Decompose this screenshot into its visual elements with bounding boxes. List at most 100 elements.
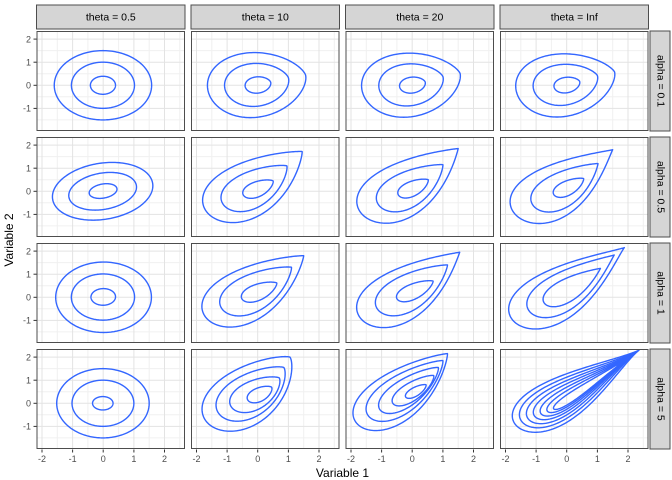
panel-alpha-0.1-theta-20 bbox=[345, 31, 494, 131]
panel-border bbox=[500, 31, 649, 131]
contour-line bbox=[89, 75, 117, 95]
x-tick-label: -1 bbox=[532, 454, 540, 464]
facet-strip-label-alpha-1: alpha = 1 bbox=[655, 271, 667, 315]
panel-border bbox=[345, 137, 494, 237]
x-tick-label: -1 bbox=[378, 454, 386, 464]
contour-line bbox=[374, 264, 449, 317]
contour-line bbox=[526, 254, 615, 319]
contour-line bbox=[228, 376, 281, 414]
contour-line bbox=[365, 359, 444, 423]
facet-strip-label-alpha-0.1: alpha = 0.1 bbox=[655, 55, 667, 107]
contour-line bbox=[242, 179, 274, 200]
y-tick-label: -1 bbox=[23, 104, 31, 114]
x-tick-label: 0 bbox=[564, 454, 569, 464]
contour-line bbox=[91, 395, 114, 411]
facet-strip-alpha-1 bbox=[649, 242, 671, 344]
facet-strip-label-theta-0.5: theta = 0.5 bbox=[86, 12, 136, 24]
axis-ticks: -2 -1 0 1 2 -2 -1 0 1 2 -2 -1 0 1 2 -2 -1 0 1 2 2 1 0 -1 2 1 0 -1 2 1… bbox=[23, 34, 631, 464]
contour-line bbox=[240, 281, 278, 303]
facet-strip-label-alpha-0.5: alpha = 0.5 bbox=[655, 161, 667, 213]
panel-border bbox=[500, 137, 649, 237]
x-tick-label: -1 bbox=[69, 454, 77, 464]
facet-strip-theta-10 bbox=[190, 4, 340, 30]
contour-line bbox=[223, 62, 290, 108]
facet-strip-label-theta-inf: theta = Inf bbox=[551, 12, 598, 24]
panel-border bbox=[191, 349, 340, 449]
panel-grid bbox=[36, 31, 649, 449]
x-tick-label: -2 bbox=[192, 454, 200, 464]
contour-line bbox=[88, 182, 118, 200]
panel-border bbox=[36, 243, 185, 343]
y-tick-label: 1 bbox=[26, 375, 31, 385]
contour-line bbox=[352, 352, 449, 432]
panel-background bbox=[345, 243, 494, 343]
contour-line bbox=[404, 383, 427, 400]
y-tick-label: 2 bbox=[26, 352, 31, 362]
panel-background bbox=[500, 137, 649, 237]
contour-line bbox=[391, 374, 435, 407]
facet-strip-alpha-5 bbox=[649, 348, 671, 450]
facet-strip-theta-20 bbox=[345, 4, 495, 30]
facet-strip-label-alpha-5: alpha = 5 bbox=[655, 377, 667, 421]
contour-line bbox=[201, 355, 293, 432]
contour-line bbox=[397, 178, 429, 199]
y-tick-label: 1 bbox=[26, 57, 31, 67]
panel-background bbox=[36, 31, 185, 131]
facet-strip-label-theta-10: theta = 10 bbox=[242, 12, 289, 24]
panel-border bbox=[500, 243, 649, 343]
y-tick-label: 2 bbox=[26, 140, 31, 150]
contour-line bbox=[378, 63, 444, 107]
y-tick-label: -1 bbox=[23, 422, 31, 432]
contour-line bbox=[51, 161, 154, 221]
facet-row-strips: alpha = 0.1 alpha = 0.5 alpha = 1 alpha … bbox=[649, 30, 671, 450]
contour-line bbox=[70, 273, 136, 321]
panel-alpha-1-theta-Inf bbox=[500, 243, 649, 343]
x-tick-label: -2 bbox=[347, 454, 355, 464]
x-tick-label: 2 bbox=[162, 454, 167, 464]
contour-line bbox=[68, 171, 138, 211]
panel-alpha-0.5-theta-Inf bbox=[500, 137, 649, 237]
y-tick-label: 0 bbox=[26, 81, 31, 91]
contour-line bbox=[511, 349, 640, 433]
y-tick-label: 0 bbox=[26, 187, 31, 197]
facet-strip-alpha-0.5 bbox=[649, 136, 671, 238]
panel-background bbox=[191, 137, 340, 237]
contour-line bbox=[395, 280, 434, 303]
x-tick-label: 2 bbox=[625, 454, 630, 464]
y-tick-label: 0 bbox=[26, 293, 31, 303]
x-tick-label: 0 bbox=[410, 454, 415, 464]
contour-line bbox=[355, 251, 461, 329]
panel-border bbox=[345, 243, 494, 343]
x-tick-label: -2 bbox=[501, 454, 509, 464]
x-tick-label: 1 bbox=[595, 454, 600, 464]
panel-alpha-0.1-theta-0.5 bbox=[36, 31, 185, 131]
x-tick-label: 1 bbox=[286, 454, 291, 464]
x-tick-label: 2 bbox=[316, 454, 321, 464]
contour-line bbox=[55, 261, 153, 334]
panel-border bbox=[500, 349, 649, 449]
panel-alpha-1-theta-10 bbox=[191, 243, 340, 343]
contour-line bbox=[201, 254, 305, 328]
panel-alpha-0.5-theta-20 bbox=[345, 137, 494, 237]
contour-line bbox=[219, 266, 293, 317]
x-tick-label: 1 bbox=[440, 454, 445, 464]
contour-line bbox=[552, 177, 585, 199]
x-axis-title: Variable 1 bbox=[316, 466, 369, 480]
contour-line bbox=[398, 76, 427, 94]
panel-border bbox=[345, 31, 494, 131]
contour-line bbox=[246, 385, 273, 404]
facet-strip-alpha-0.1 bbox=[649, 30, 671, 132]
panel-border bbox=[36, 31, 185, 131]
x-tick-label: 0 bbox=[101, 454, 106, 464]
contour-line bbox=[206, 51, 307, 119]
panel-background bbox=[191, 31, 340, 131]
contour-line bbox=[356, 147, 459, 224]
y-tick-label: 0 bbox=[26, 399, 31, 409]
panel-alpha-0.5-theta-10 bbox=[191, 137, 340, 237]
contour-line bbox=[201, 150, 303, 224]
contour-line bbox=[90, 287, 117, 306]
contour-line bbox=[220, 164, 288, 213]
contour-line bbox=[532, 63, 599, 107]
contour-line bbox=[532, 351, 638, 421]
